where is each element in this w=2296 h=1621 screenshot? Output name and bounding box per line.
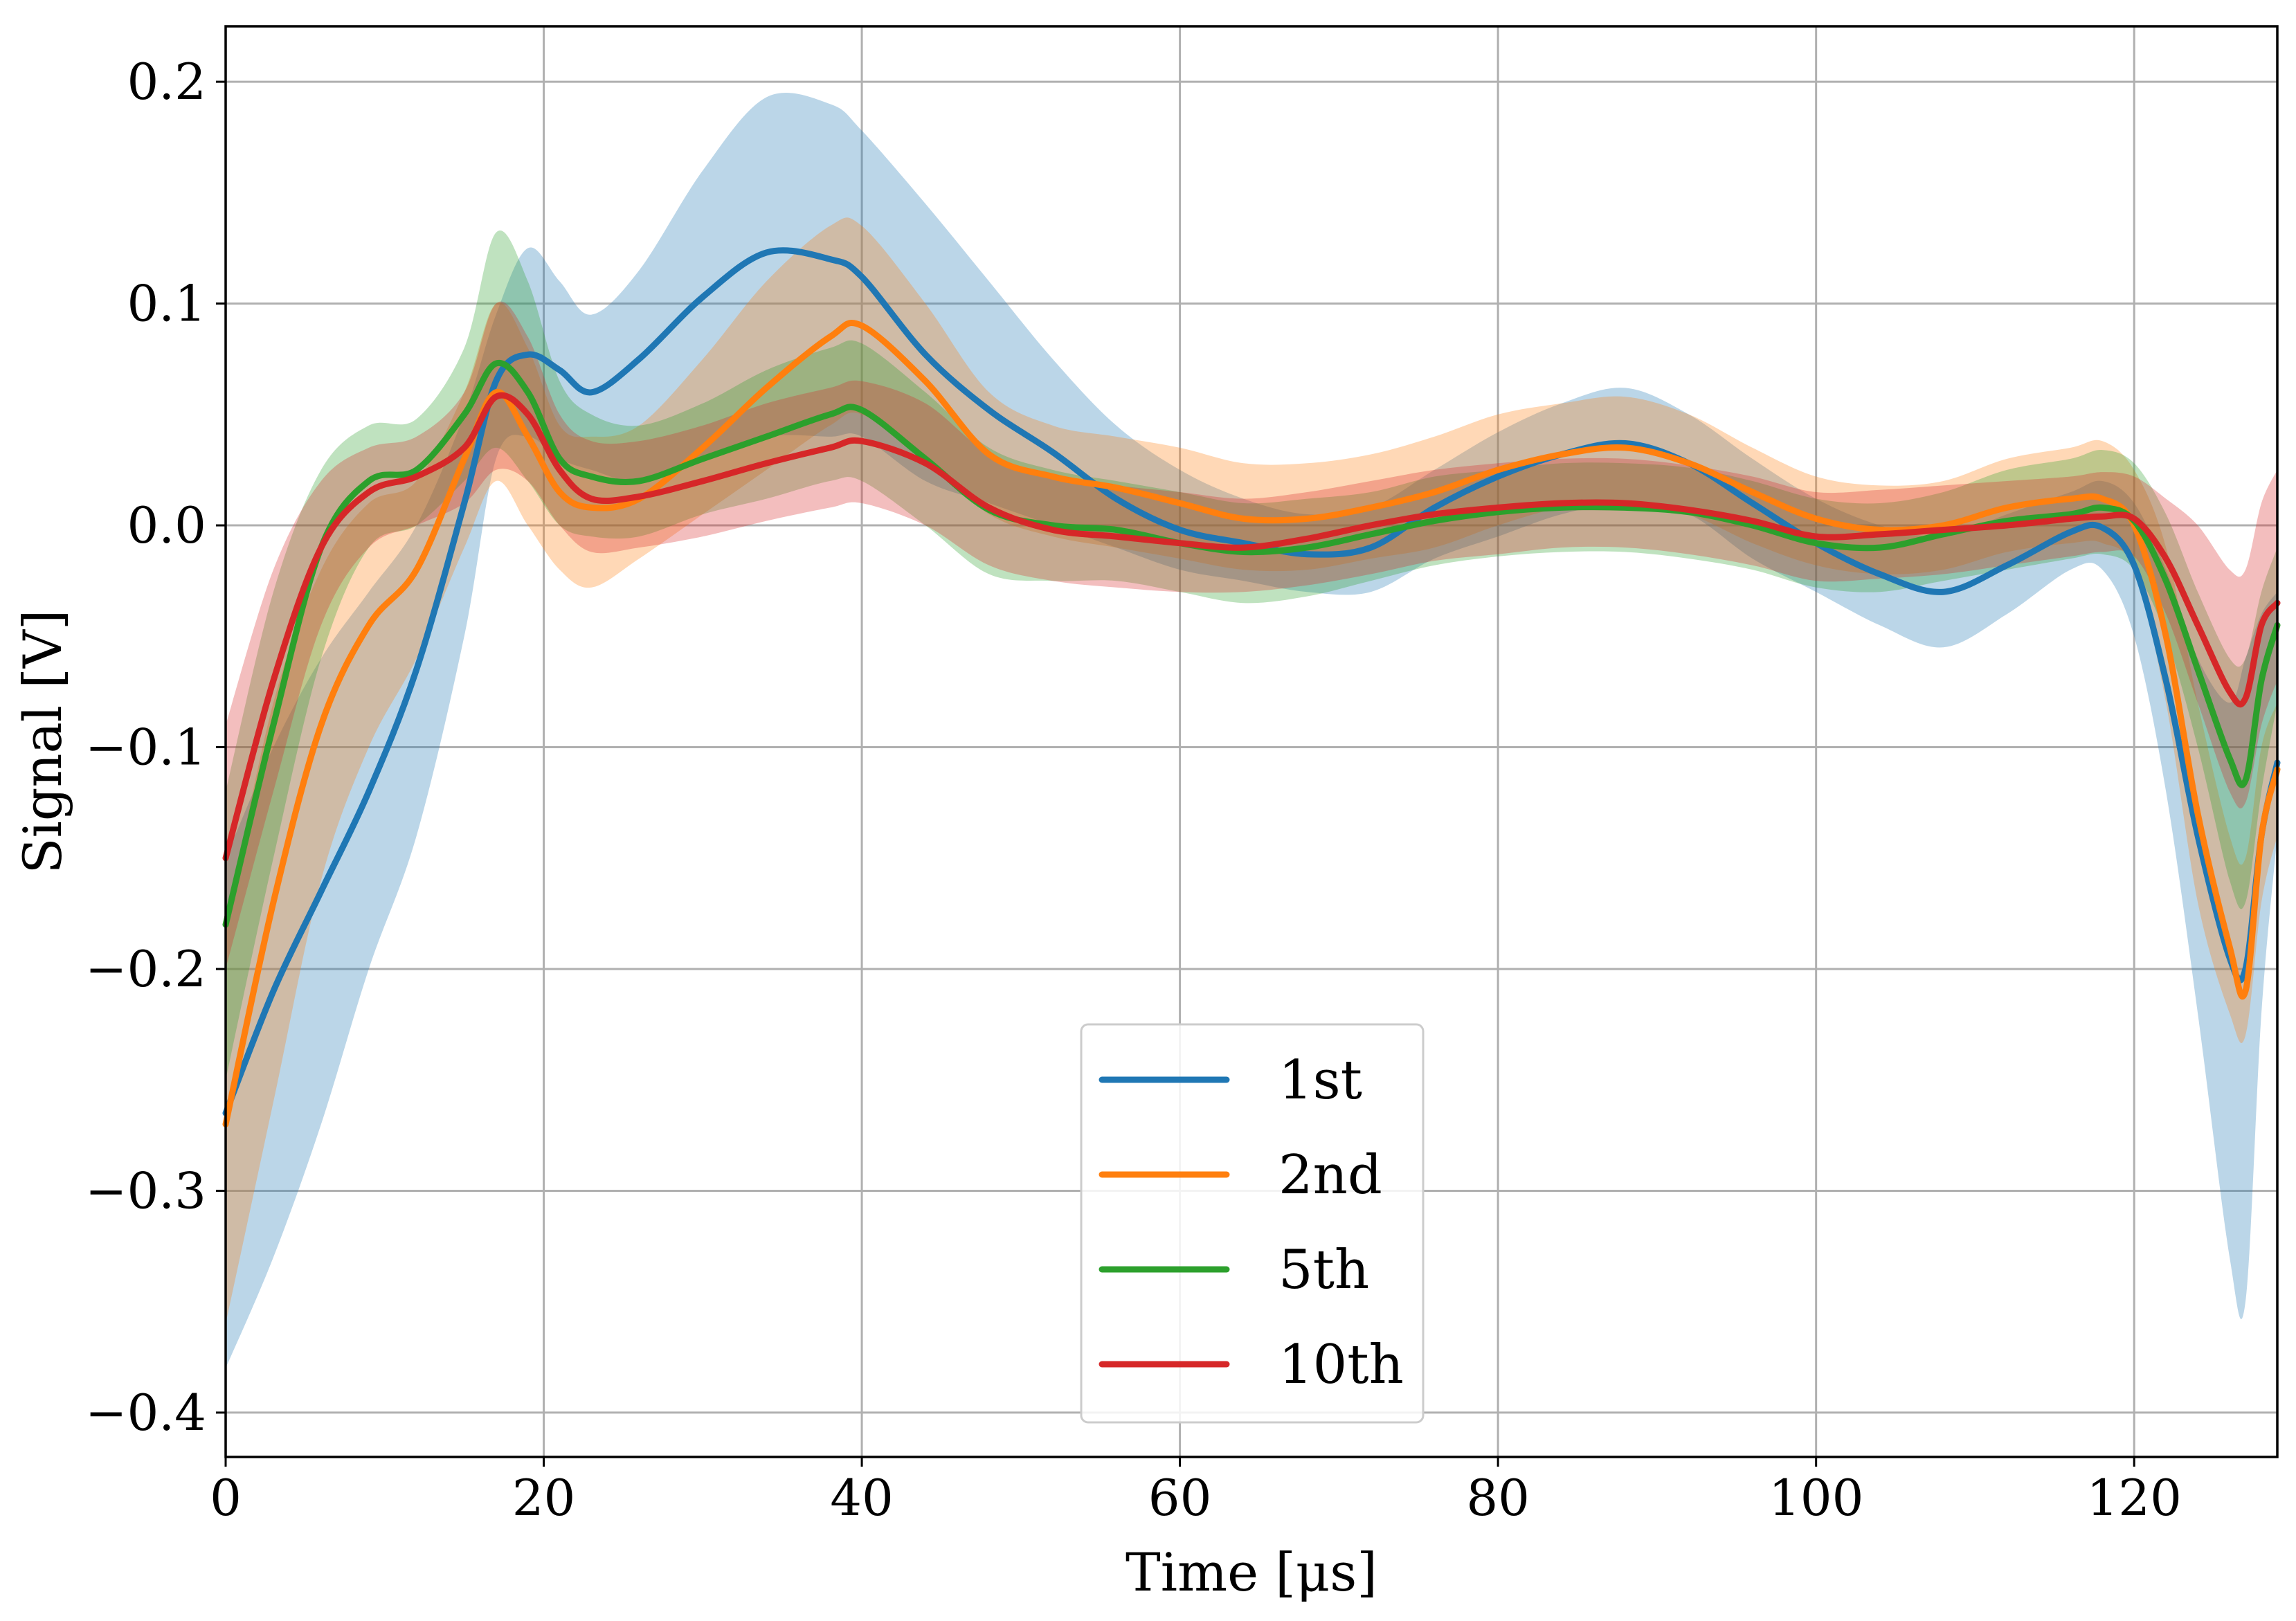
y-tick-label: 0.1 (127, 275, 206, 333)
legend-label-5th: 5th (1278, 1239, 1369, 1301)
y-tick-label: 0.0 (127, 496, 206, 554)
y-axis-ticks: 0.2 0.1 0.0 −0.1 −0.2 −0.3 −0.4 (85, 53, 226, 1442)
x-tick-label: 20 (512, 1469, 576, 1527)
y-tick-label: −0.4 (85, 1384, 206, 1442)
legend-label-2nd: 2nd (1278, 1144, 1382, 1206)
y-tick-label: −0.3 (85, 1161, 206, 1220)
y-axis-title: Signal [V] (12, 610, 73, 874)
legend-label-10th: 10th (1278, 1334, 1404, 1396)
y-tick-label: −0.1 (85, 718, 206, 777)
x-tick-label: 40 (830, 1469, 894, 1527)
legend: 1st 2nd 5th 10th (1080, 1023, 1425, 1424)
plot-frame (224, 25, 2279, 1458)
x-tick-label: 100 (1769, 1469, 1863, 1527)
band-5th (226, 230, 2277, 1080)
line-5th (222, 359, 2281, 928)
legend-box (1080, 1023, 1425, 1424)
x-axis-title: Time [μs] (1126, 1541, 1377, 1603)
y-tick-label: 0.2 (127, 53, 206, 111)
x-tick-label: 0 (210, 1469, 242, 1527)
x-tick-label: 80 (1466, 1469, 1530, 1527)
x-axis-ticks: 0 20 40 60 80 100 120 (210, 1457, 2182, 1527)
line-10th (222, 392, 2281, 862)
x-tick-label: 60 (1148, 1469, 1212, 1527)
series-lines (222, 247, 2281, 1128)
x-tick-label: 120 (2086, 1469, 2181, 1527)
y-tick-label: −0.2 (85, 940, 206, 998)
legend-label-1st: 1st (1278, 1049, 1362, 1112)
